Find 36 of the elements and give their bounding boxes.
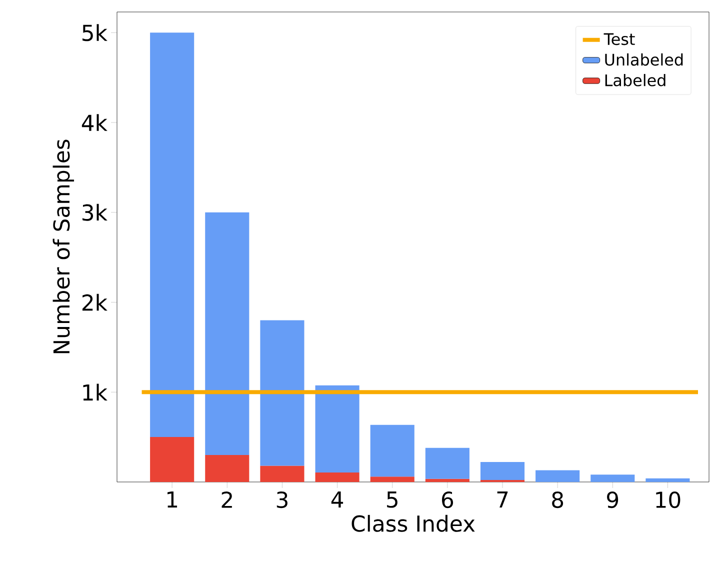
bar xyxy=(590,474,635,482)
bar xyxy=(150,437,194,482)
x-tick-label: 9 xyxy=(607,492,618,508)
bar xyxy=(260,320,304,466)
y-tick-label: 1k xyxy=(83,384,108,400)
x-tick-label: 6 xyxy=(442,492,454,508)
legend-label: Unlabeled xyxy=(605,53,683,66)
x-tick-label: 5 xyxy=(387,492,398,508)
x-tick-label: 7 xyxy=(497,492,508,508)
x-tick-label: 8 xyxy=(552,492,564,508)
bar xyxy=(536,470,580,482)
bar xyxy=(425,478,470,482)
y-axis-title: Number of Samples xyxy=(52,140,74,354)
bar xyxy=(150,32,194,438)
y-tick-label: 3k xyxy=(82,204,108,221)
x-tick-label: 10 xyxy=(656,492,680,508)
bar xyxy=(205,212,250,456)
x-tick-label: 4 xyxy=(331,492,344,508)
bar xyxy=(370,424,414,477)
bar xyxy=(480,462,525,480)
bar xyxy=(315,385,360,473)
bar xyxy=(315,472,360,482)
bar xyxy=(260,466,304,482)
x-axis-title: Class Index xyxy=(352,514,475,532)
y-tick-label: 2k xyxy=(82,294,108,311)
x-tick-label: 2 xyxy=(222,492,232,508)
x-tick-label: 3 xyxy=(276,492,288,508)
bar xyxy=(646,478,690,482)
legend-label: Test xyxy=(604,33,635,46)
bar xyxy=(370,476,414,482)
y-tick-label: 4k xyxy=(82,114,108,131)
x-tick-label: 1 xyxy=(168,492,178,508)
bar xyxy=(205,455,250,482)
legend-label: Labeled xyxy=(605,74,666,86)
bar xyxy=(425,448,470,479)
y-tick-label: 5k xyxy=(82,24,108,42)
